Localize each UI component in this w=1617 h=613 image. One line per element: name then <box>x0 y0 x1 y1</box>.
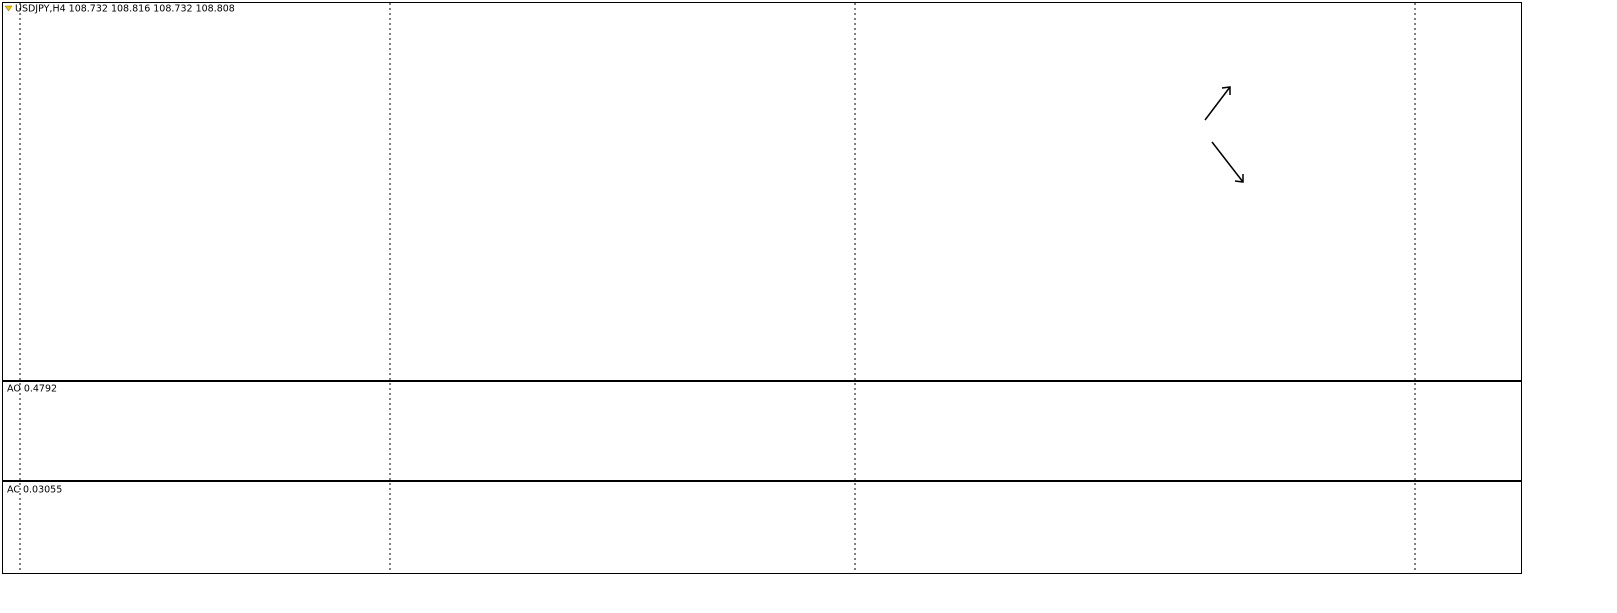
arrow-head <box>1221 86 1231 95</box>
ao-label: AO 0.4792 <box>7 384 57 395</box>
chart-title: USDJPY,H4 108.732 108.816 108.732 108.80… <box>15 4 235 15</box>
arrow-up <box>1204 86 1231 121</box>
ac-label: AC 0.03055 <box>7 485 62 496</box>
ao-frame <box>2 381 1522 481</box>
arrow-down <box>1211 141 1244 183</box>
separators <box>19 3 1416 573</box>
symbol-icon <box>4 5 13 12</box>
arrow-head <box>1234 174 1244 183</box>
ac-frame <box>2 481 1522 574</box>
drawn-arrows <box>1204 86 1244 183</box>
frames <box>2 2 1522 574</box>
main-frame <box>2 2 1522 381</box>
